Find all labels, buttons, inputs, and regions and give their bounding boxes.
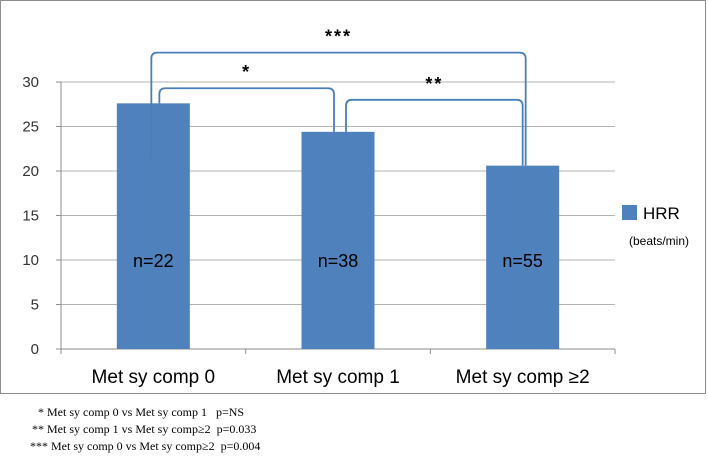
y-tick-label: 5 [31, 297, 39, 314]
legend-label: HRR [643, 204, 680, 223]
bar-n-label: n=38 [318, 251, 359, 271]
y-tick-label: 25 [22, 119, 39, 136]
y-tick-label: 20 [22, 163, 39, 180]
category-label: Met sy comp ≥2 [456, 367, 590, 388]
significance-bracket [150, 51, 527, 166]
chart-frame: 0 5 10 15 20 25 30 n=22 Met sy comp 0 n=38 Met sy … [0, 0, 706, 394]
bar [301, 131, 375, 349]
bar-chart: 0 5 10 15 20 25 30 n=22 Met sy comp 0 n=38 Met sy … [22, 27, 689, 388]
category-label: Met sy comp 0 [92, 367, 216, 388]
significance-bracket [345, 98, 524, 166]
footnote-1: * Met sy comp 0 vs Met sy comp 1 p=NS [38, 405, 245, 419]
y-tick-label: 10 [22, 252, 39, 269]
bar-n-label: n=22 [133, 251, 174, 271]
significance-label: * [242, 62, 251, 82]
significance-label: ** [425, 74, 443, 94]
bar-n-label: n=55 [502, 251, 543, 271]
footnote-3: *** Met sy comp 0 vs Met sy comp≥2 p=0.0… [30, 439, 261, 453]
bar [486, 165, 560, 349]
legend-unit: (beats/min) [629, 234, 689, 248]
legend-swatch [622, 205, 637, 220]
footnotes: * Met sy comp 0 vs Met sy comp 1 p=NS **… [30, 404, 670, 455]
significance-bracket [158, 87, 335, 132]
category-label: Met sy comp 1 [276, 367, 400, 388]
y-tick-label: 0 [31, 341, 39, 358]
significance-label: *** [325, 27, 352, 47]
bar [116, 103, 190, 349]
y-tick-label: 15 [22, 208, 39, 225]
y-tick-label: 30 [22, 74, 39, 91]
footnote-2: ** Met sy comp 1 vs Met sy comp≥2 p=0.03… [32, 422, 257, 436]
